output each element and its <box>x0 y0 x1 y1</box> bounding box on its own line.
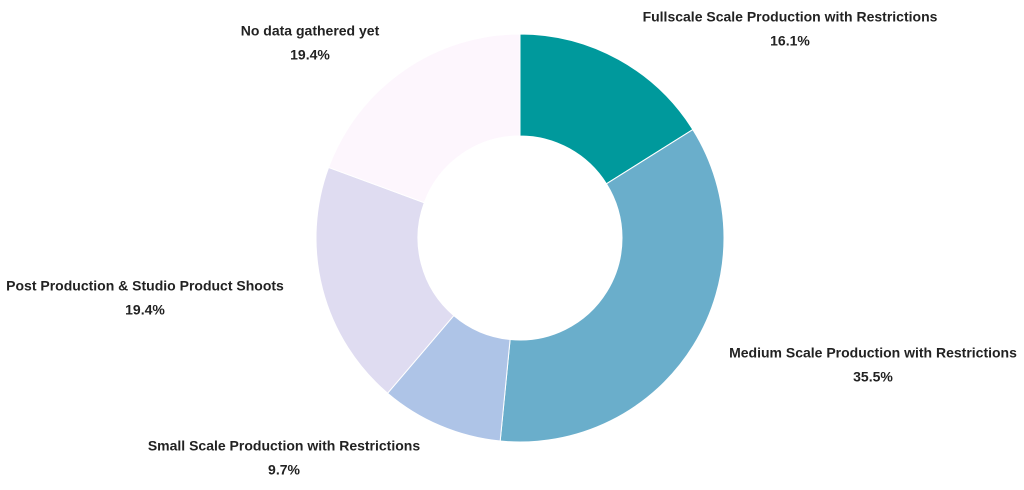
donut-slice <box>499 128 725 443</box>
slice-label: Fullscale Scale Production with Restrict… <box>643 9 938 25</box>
slice-value-label: 19.4% <box>290 47 330 63</box>
slice-label: No data gathered yet <box>241 23 380 39</box>
slice-value-label: 19.4% <box>125 302 165 318</box>
slice-value-label: 9.7% <box>268 462 300 478</box>
slice-label: Post Production & Studio Product Shoots <box>6 278 284 294</box>
donut-slice <box>315 166 455 394</box>
slice-value-label: 16.1% <box>770 33 810 49</box>
slice-label: Small Scale Production with Restrictions <box>148 438 420 454</box>
donut-slice <box>519 33 694 185</box>
donut-slice <box>327 33 521 204</box>
slice-label: Medium Scale Production with Restriction… <box>729 345 1017 361</box>
slice-value-label: 35.5% <box>853 369 893 385</box>
